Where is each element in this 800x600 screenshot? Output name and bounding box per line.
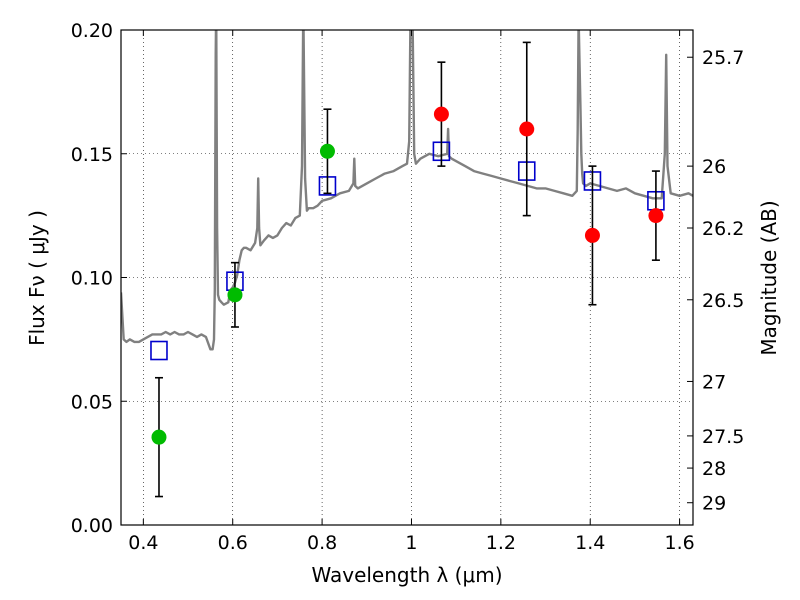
plot-background	[121, 30, 693, 525]
y-tick-label: 0.20	[71, 20, 113, 42]
x-tick-label: 0.4	[128, 532, 158, 554]
data-layer	[121, 30, 693, 498]
y-axis-label: Flux Fν ( μJy )	[25, 210, 49, 346]
ticks: 0.4 0.6 0.8 1 1.2 1.4 1.6 0.00 0.05 0.10 0.15 0.20 2…	[71, 20, 745, 554]
x-tick-label: 1.4	[575, 532, 605, 554]
optical-data-point	[227, 287, 243, 303]
x-axis-label: Wavelength λ (μm)	[311, 563, 502, 587]
y-tick-label: 0.00	[71, 515, 113, 537]
nir-data-point	[648, 208, 664, 224]
y2-tick-label: 27.5	[702, 426, 744, 448]
nir-data-point	[519, 121, 535, 137]
y2-tick-label: 26	[702, 156, 726, 178]
y-tick-label: 0.05	[71, 391, 113, 413]
y2-axis-label: Magnitude (AB)	[757, 200, 781, 355]
x-tick-label: 0.8	[307, 532, 337, 554]
y2-tick-label: 29	[702, 493, 726, 515]
nir-data-point	[433, 106, 449, 122]
optical-data-point	[319, 143, 335, 159]
y-tick-label: 0.15	[71, 144, 113, 166]
nir-data-point	[584, 227, 600, 243]
y2-tick-label: 28	[702, 458, 726, 480]
y2-tick-label: 27	[702, 371, 726, 393]
model-spectrum-line	[121, 30, 693, 351]
model-photometry-square	[150, 340, 168, 361]
x-tick-label: 1	[405, 532, 417, 554]
y-tick-label: 0.10	[71, 268, 113, 290]
x-tick-label: 1.6	[664, 532, 694, 554]
optical-data-point	[151, 429, 167, 445]
y2-tick-label: 26.2	[702, 218, 744, 240]
x-tick-label: 1.2	[486, 532, 516, 554]
y2-tick-label: 25.7	[702, 47, 744, 69]
x-tick-label: 0.6	[218, 532, 248, 554]
y2-tick-label: 26.5	[702, 290, 744, 312]
